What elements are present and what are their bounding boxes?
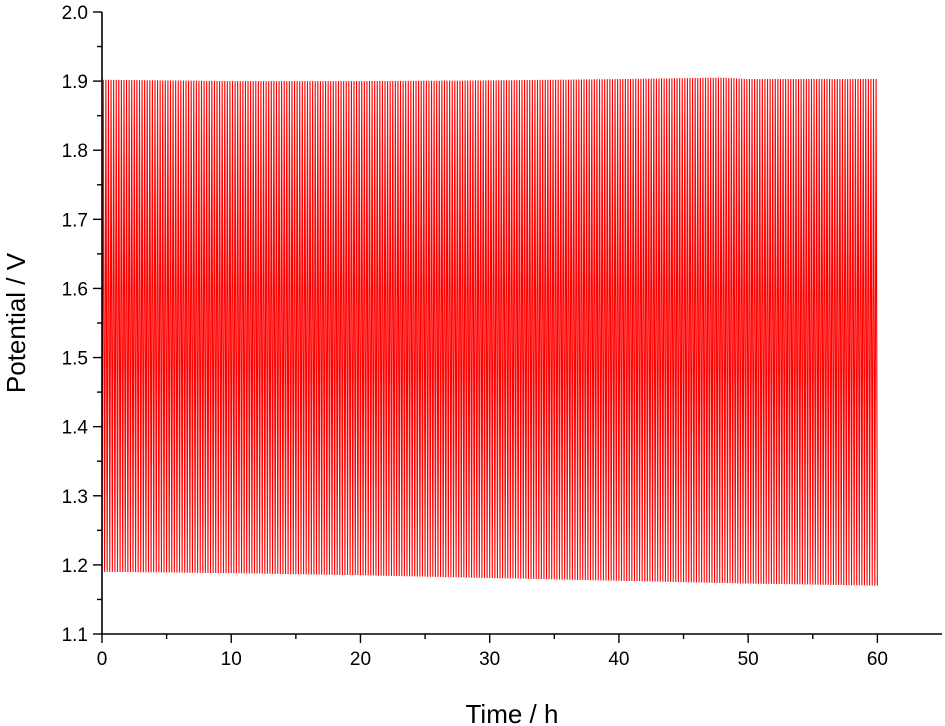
x-ticks: 0 10 20 30 40 50 60 bbox=[97, 634, 888, 670]
x-tick-label: 10 bbox=[221, 649, 242, 670]
y-tick-label: 1.8 bbox=[62, 141, 88, 162]
y-tick-label: 2.0 bbox=[62, 3, 88, 24]
y-tick-label: 1.3 bbox=[62, 487, 88, 508]
series-line bbox=[101, 77, 878, 586]
x-tick-label: 40 bbox=[608, 649, 629, 670]
y-tick-label: 1.2 bbox=[62, 556, 88, 577]
x-tick-label: 20 bbox=[350, 649, 371, 670]
y-tick-label: 1.6 bbox=[62, 279, 88, 300]
y-tick-label: 1.4 bbox=[62, 418, 89, 439]
x-tick-label: 0 bbox=[97, 649, 108, 670]
y-ticks: 1.1 1.2 1.3 1.4 1.5 1.6 1.7 1.8 1.9 2.0 bbox=[62, 3, 102, 646]
y-tick-label: 1.7 bbox=[62, 210, 88, 231]
x-tick-label: 30 bbox=[479, 649, 500, 670]
y-tick-label: 1.9 bbox=[62, 72, 88, 93]
y-tick-label: 1.5 bbox=[62, 349, 88, 370]
series-layer bbox=[101, 77, 878, 586]
y-axis-title: Potential / V bbox=[1, 252, 31, 393]
x-tick-label: 60 bbox=[867, 649, 888, 670]
x-axis-title: Time / h bbox=[466, 699, 559, 726]
x-tick-label: 50 bbox=[738, 649, 759, 670]
y-tick-label: 1.1 bbox=[62, 625, 88, 646]
